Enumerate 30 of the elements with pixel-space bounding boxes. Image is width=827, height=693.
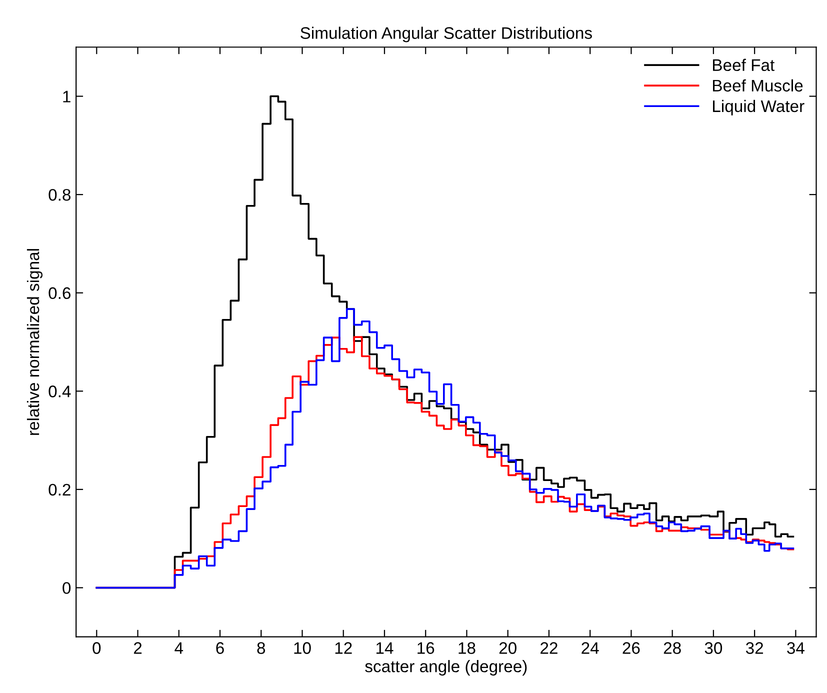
x-tick-label: 0 [92,642,101,654]
y-tick-label: 1 [63,90,70,102]
x-tick-label: 26 [622,642,640,654]
y-tick-label: 0.6 [48,287,70,300]
chart-title: Simulation Angular Scatter Distributions [300,26,592,42]
x-tick-label: 30 [704,642,722,654]
x-tick-label: 12 [335,642,352,654]
x-tick-label: 18 [458,642,476,654]
x-tick-label: 8 [257,642,266,654]
x-tick-label: 22 [540,642,558,654]
legend-label: Beef Muscle [713,79,803,92]
x-tick-label: 24 [582,642,599,654]
y-tick-label: 0.8 [48,188,70,201]
legend-label: Beef Fat [713,58,775,72]
x-axis-title: scatter angle (degree) [365,660,527,676]
y-tick-label: 0.2 [48,484,70,496]
x-tick-label: 20 [499,642,516,654]
x-tick-label: 10 [294,642,311,654]
y-axis-title: relative normalized signal [26,249,42,435]
x-tick-label: 34 [787,642,804,654]
x-tick-label: 16 [418,642,434,654]
y-tick-label: 0 [62,582,71,594]
legend-label: Liquid Water [713,100,804,116]
x-tick-label: 2 [134,642,142,654]
x-tick-label: 6 [216,642,224,654]
y-tick-label: 0.4 [48,386,71,398]
x-tick-label: 4 [174,642,184,654]
x-tick-label: 14 [376,642,394,654]
x-tick-label: 32 [746,642,763,654]
x-tick-label: 28 [664,642,681,654]
